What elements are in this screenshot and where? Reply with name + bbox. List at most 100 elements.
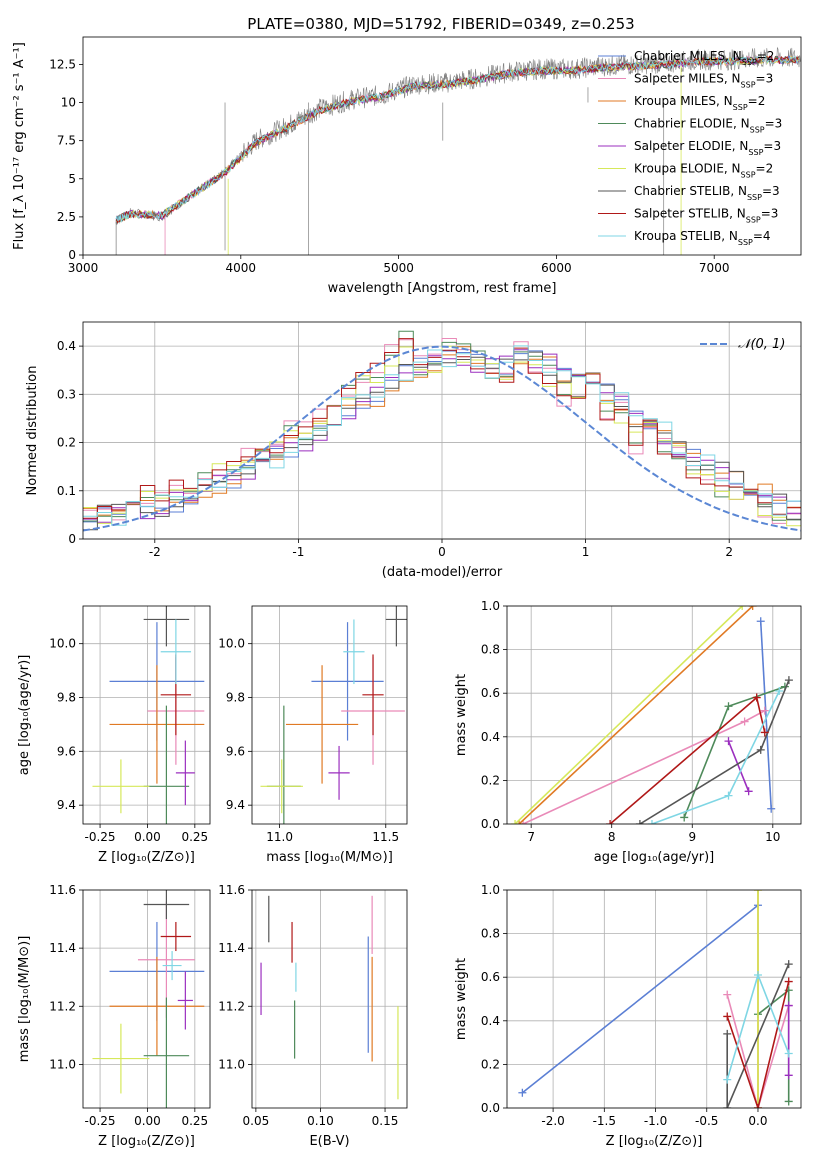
plot-area <box>518 890 793 1108</box>
x-tick-label: 7 <box>527 830 535 844</box>
mass-weight-point <box>753 971 762 980</box>
x-tick-label: 2 <box>725 545 733 559</box>
figure-title: PLATE=0380, MJD=51792, FIBERID=0349, z=0… <box>247 15 634 33</box>
x-tick-label: 0.25 <box>181 830 208 844</box>
y-axis-label: age [log₁₀(age/yr)] <box>17 655 32 776</box>
plot-area <box>260 606 407 824</box>
mass-weight-point <box>752 693 761 702</box>
x-tick-label: 1 <box>582 545 590 559</box>
y-tick-label: 2.5 <box>57 210 76 224</box>
mass-weight-line <box>522 709 766 824</box>
mass-weight-point <box>784 1049 793 1058</box>
mass-weight-line <box>518 606 754 824</box>
y-tick-label: 11.2 <box>218 999 245 1013</box>
mass-weight-line <box>759 621 772 809</box>
panel-residual-histogram: -2 -1 0 1 2 0 0.1 0.2 0.3 0.4 (data-model)/error No… <box>25 321 802 580</box>
y-axis-label: mass weight <box>454 674 469 756</box>
plot-area <box>260 895 399 1100</box>
legend-label: Salpeter STELIB, NSSP=3 <box>634 207 778 225</box>
x-tick-label: 0.0 <box>748 1114 767 1128</box>
x-tick-label: 3000 <box>68 261 99 275</box>
panel-mass-weight-vs-age: 7 8 9 10 0.0 0.2 0.4 0.6 0.8 1.0 age [log₁₀(age/yr… <box>454 599 802 865</box>
mass-weight-point <box>784 676 793 685</box>
y-tick-label: 11.6 <box>49 883 76 897</box>
x-tick-label: 8 <box>608 830 616 844</box>
mass-weight-point <box>756 745 765 754</box>
mass-weight-point <box>784 977 793 986</box>
model-spectrum-line <box>116 55 800 224</box>
x-tick-label: 5000 <box>383 261 414 275</box>
y-tick-label: 0.2 <box>57 436 76 450</box>
mass-weight-point <box>723 990 732 999</box>
axes-frame <box>82 36 802 256</box>
mass-weight-point <box>724 791 733 800</box>
x-tick-label: 0.00 <box>134 830 161 844</box>
y-tick-label: 1.0 <box>481 599 500 613</box>
y-axis-label: mass [log₁₀(M/M⊙)] <box>17 936 32 1063</box>
plot-area <box>83 330 801 532</box>
legend-label: Salpeter MILES, NSSP=3 <box>634 72 773 90</box>
y-tick-label: 11.4 <box>218 941 245 955</box>
x-axis-label: (data-model)/error <box>382 565 503 580</box>
x-tick-label: 11.0 <box>266 830 293 844</box>
y-tick-label: 0.8 <box>481 643 500 657</box>
mass-weight-point <box>775 687 784 696</box>
x-tick-label: -2.0 <box>541 1114 564 1128</box>
mass-weight-point <box>680 813 689 822</box>
y-tick-label: 0.2 <box>481 773 500 787</box>
legend-label: 𝒩(0, 1) <box>738 337 785 352</box>
mass-weight-point <box>515 820 524 824</box>
x-tick-label: 6000 <box>541 261 572 275</box>
y-tick-label: 0 <box>68 532 76 546</box>
mass-weight-point <box>647 820 656 824</box>
mass-weight-point <box>760 706 769 715</box>
legend-label: Salpeter ELODIE, NSSP=3 <box>634 139 781 157</box>
x-tick-label: 9 <box>688 830 696 844</box>
mass-weight-point <box>723 1075 732 1084</box>
axes-frame <box>251 889 408 1109</box>
x-tick-label: -0.25 <box>85 830 116 844</box>
plot-area <box>92 606 205 824</box>
y-tick-label: 9.8 <box>57 691 76 705</box>
y-tick-label: 0.0 <box>481 817 500 831</box>
axes-frame <box>82 605 211 825</box>
y-tick-label: 0.6 <box>481 970 500 984</box>
x-tick-label: -1.0 <box>644 1114 667 1128</box>
y-tick-label: 7.5 <box>57 134 76 148</box>
y-tick-label: 10.0 <box>49 637 76 651</box>
mass-weight-point <box>606 820 615 824</box>
mass-weight-point <box>753 890 762 894</box>
x-axis-label: Z [log₁₀(Z/Z⊙)] <box>98 1134 195 1149</box>
y-axis-label: Flux [f_λ 10⁻¹⁷ erg cm⁻² s⁻¹ A⁻¹] <box>12 42 27 250</box>
mass-weight-line <box>639 679 790 824</box>
mass-weight-point <box>784 1071 793 1080</box>
y-tick-label: 11.2 <box>49 999 76 1013</box>
mass-weight-point <box>723 1012 732 1021</box>
y-tick-label: 9.6 <box>57 744 76 758</box>
normal-curve <box>83 345 801 532</box>
panel-age-vs-mass: 11.0 11.5 9.4 9.6 9.8 10.0 mass [log₁₀(M/M⊙)] <box>218 605 408 865</box>
x-tick-label: 4000 <box>226 261 257 275</box>
mass-weight-point <box>760 728 769 737</box>
mass-weight-point <box>738 606 747 610</box>
legend-label: Chabrier STELIB, NSSP=3 <box>634 184 780 202</box>
x-tick-label: 0.00 <box>134 1114 161 1128</box>
x-axis-label: mass [log₁₀(M/M⊙)] <box>266 850 393 865</box>
axes-frame <box>506 889 802 1109</box>
panel-mass-vs-EBV: 0.05 0.10 0.15 11.0 11.2 11.4 11.6 E(B-V) <box>218 883 408 1149</box>
x-tick-label: -0.25 <box>85 1114 116 1128</box>
legend-label: Kroupa MILES, NSSP=2 <box>634 94 765 112</box>
panel-spectrum: 3000 4000 5000 6000 7000 0 2.5 5 7.5 10 12.5 wavele… <box>12 36 802 296</box>
y-tick-label: 9.8 <box>226 691 245 705</box>
y-tick-label: 0.4 <box>57 339 76 353</box>
x-axis-label: Z [log₁₀(Z/Z⊙)] <box>606 1134 703 1149</box>
legend-label: Kroupa STELIB, NSSP=4 <box>634 229 771 247</box>
x-tick-label: 0.15 <box>372 1114 399 1128</box>
x-tick-label: 0.05 <box>243 1114 270 1128</box>
y-tick-label: 9.4 <box>57 798 76 812</box>
y-tick-label: 0.3 <box>57 387 76 401</box>
x-tick-label: -1 <box>292 545 304 559</box>
y-axis-label: mass weight <box>454 958 469 1040</box>
mass-weight-point <box>784 1097 793 1106</box>
legend-label: Chabrier ELODIE, NSSP=3 <box>634 117 782 135</box>
